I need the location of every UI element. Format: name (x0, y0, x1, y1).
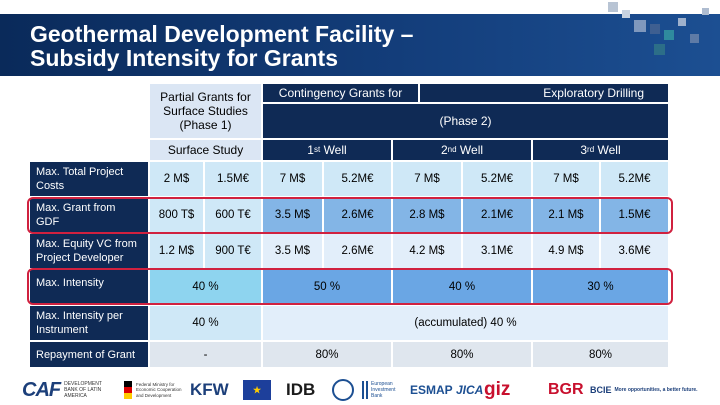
well-2-number: 2 (440, 143, 448, 157)
table-cell: 1.5M€ (205, 162, 263, 198)
header-phase1: Partial Grants for Surface Studies (Phas… (150, 84, 263, 140)
table-cell: 3.5 M$ (263, 198, 324, 234)
table-cell: 2.8 M$ (393, 198, 463, 234)
well-3-text: Well (597, 143, 621, 157)
well-3-suffix: rd (587, 145, 595, 154)
row-label-max-intensity: Max. Intensity (30, 270, 150, 306)
subheader-surface-study: Surface Study (150, 140, 263, 162)
table-cell: 2 M$ (150, 162, 205, 198)
row-label-repayment: Repayment of Grant (30, 342, 150, 369)
esmap-logo: ESMAP (410, 383, 453, 397)
world-bank-globe-icon (332, 379, 354, 401)
table-cell: 3.1M€ (463, 234, 533, 270)
table-cell: 80% (533, 342, 670, 369)
table-cell: 40 % (150, 270, 263, 306)
title-line-2: Subsidy Intensity for Grants (30, 45, 338, 71)
table-cell: 4.9 M$ (533, 234, 601, 270)
highlight-max-grant-row (27, 197, 673, 234)
table-cell: 4.2 M$ (393, 234, 463, 270)
table-cell: 2.1M€ (463, 198, 533, 234)
bmz-logo: Federal Ministry for Economic Cooperatio… (124, 378, 184, 402)
table-cell: 5.2M€ (324, 162, 393, 198)
row-label-intensity-per-instrument: Max. Intensity per Instrument (30, 306, 150, 342)
table-cell: 900 T€ (205, 234, 263, 270)
table-cell: 3.5 M$ (263, 234, 324, 270)
table-cell: 50 % (263, 270, 393, 306)
bcie-logo: BCIE More opportunities, a better future… (590, 385, 698, 395)
well-3-number: 3 (580, 143, 588, 157)
table-cell: 30 % (533, 270, 670, 306)
table-cell: 5.2M€ (601, 162, 670, 198)
giz-logo: giz (484, 379, 511, 400)
table-cell: 80% (393, 342, 533, 369)
title-bar (0, 14, 720, 76)
table-cell: 40 % (150, 306, 263, 342)
table-cell: 40 % (393, 270, 533, 306)
well-2-suffix: nd (447, 145, 457, 154)
caf-logo: CAF DEVELOPMENT BANK OF LATIN AMERICA (22, 378, 102, 401)
table-cell: 2.1 M$ (533, 198, 601, 234)
row-label-total-costs: Max. Total Project Costs (30, 162, 150, 198)
eib-logo: European Investment Bank (362, 378, 403, 402)
kfw-logo: KFW (190, 380, 229, 399)
row-label-max-equity: Max. Equity VC from Project Developer (30, 234, 150, 270)
idb-logo: IDB (286, 380, 316, 399)
table-cell: (accumulated) 40 % (263, 306, 670, 342)
eu-flag-icon: ★ (243, 380, 271, 400)
well-1-number: 1 (307, 143, 314, 157)
slide-title: Geothermal Development Facility – Subsid… (30, 22, 413, 70)
table-cell: 800 T$ (150, 198, 205, 234)
well-1-suffix: st (313, 145, 321, 154)
header-contingency: Contingency Grants for (263, 84, 420, 104)
german-eagle-icon (124, 381, 132, 399)
table-cell: 7 M$ (533, 162, 601, 198)
well-2-text: Well (459, 143, 484, 157)
table-cell: 3.6M€ (601, 234, 670, 270)
jica-logo: JICA (456, 383, 484, 397)
table-cell: 2.6M€ (324, 234, 393, 270)
eib-bars-icon (362, 381, 368, 399)
header-phase2: (Phase 2) (263, 104, 670, 140)
table-cell: 1.2 M$ (150, 234, 205, 270)
title-line-1: Geothermal Development Facility – (30, 21, 414, 47)
header-exploratory: Exploratory Drilling (420, 84, 670, 104)
table-cell: - (150, 342, 263, 369)
table-cell: 7 M$ (393, 162, 463, 198)
well-1-text: Well (323, 143, 347, 157)
table-cell: 5.2M€ (463, 162, 533, 198)
partner-logos: CAF DEVELOPMENT BANK OF LATIN AMERICA Fe… (0, 374, 720, 405)
table-cell: 80% (263, 342, 393, 369)
bgr-logo: BGR (548, 381, 584, 398)
highlight-max-intensity-row (27, 268, 673, 305)
table-cell: 7 M$ (263, 162, 324, 198)
